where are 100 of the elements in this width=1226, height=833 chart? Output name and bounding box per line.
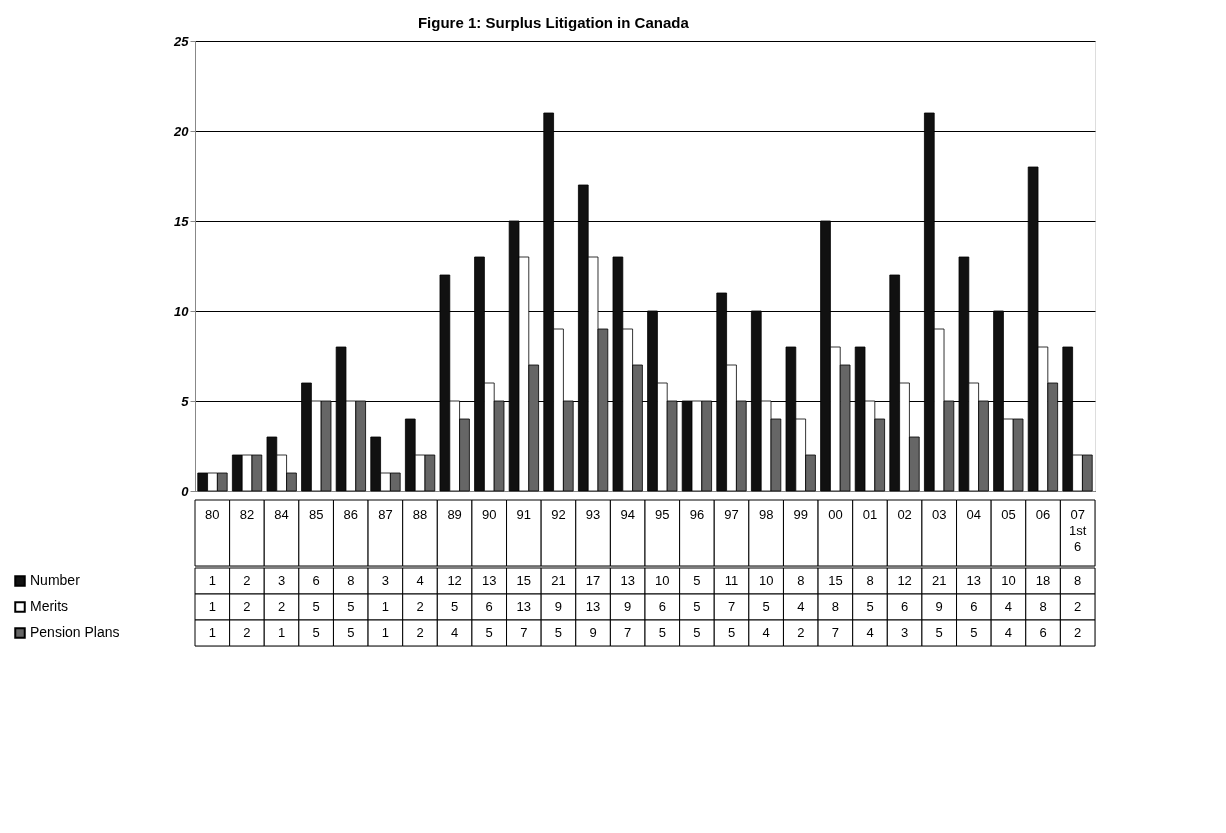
data-label: 6 (658, 599, 666, 614)
chart-title: Figure 1: Surplus Litigation in Canada (417, 13, 690, 31)
data-label: 5 (693, 625, 701, 640)
data-label: 5 (554, 625, 563, 640)
data-label: 12 (897, 573, 912, 588)
data-label: 8 (1074, 573, 1082, 588)
x-tick-label: 97 (724, 507, 739, 522)
data-label: 21 (551, 573, 566, 588)
data-label: 5 (970, 625, 978, 640)
data-label: 2 (243, 625, 251, 640)
legend-label: Merits (30, 598, 69, 614)
data-label: 9 (624, 599, 632, 614)
y-tick-label: 0 (181, 483, 190, 499)
data-label: 8 (866, 573, 874, 588)
x-tick-label: 89 (447, 507, 462, 522)
data-label: 8 (797, 573, 805, 588)
data-label: 9 (554, 599, 563, 614)
y-tick-label: 15 (174, 213, 190, 229)
data-label: 3 (277, 573, 286, 588)
data-label: 13 (620, 573, 635, 588)
data-label: 4 (451, 625, 459, 640)
data-label: 4 (866, 625, 874, 640)
legend-label: Pension Plans (30, 624, 120, 640)
x-tick-label: 04 (966, 507, 982, 522)
data-label: 7 (520, 625, 528, 640)
y-tick-label: 25 (173, 33, 190, 49)
x-tick-label: 92 (551, 507, 566, 522)
data-label: 4 (1004, 599, 1013, 614)
x-tick-label: 07 1st 6 (1069, 507, 1087, 554)
data-label: 5 (312, 625, 320, 640)
data-label: 7 (727, 599, 736, 614)
data-label: 2 (1074, 599, 1082, 614)
data-label: 5 (451, 599, 459, 614)
data-label: 5 (727, 625, 736, 640)
data-label: 6 (312, 573, 320, 588)
data-label: 10 (655, 573, 670, 588)
data-label: 1 (381, 625, 389, 640)
x-tick-label: 85 (308, 507, 324, 522)
y-tick-label: 10 (174, 303, 190, 319)
data-label: 2 (416, 625, 424, 640)
x-tick-label: 00 (828, 507, 843, 522)
data-label: 4 (416, 573, 424, 588)
x-tick-label: 84 (274, 507, 289, 522)
data-label: 5 (312, 599, 320, 614)
x-tick-label: 91 (516, 507, 532, 522)
data-label: 13 (966, 573, 982, 588)
x-tick-label: 82 (239, 507, 255, 522)
data-label: 3 (381, 573, 389, 588)
x-tick-label: 88 (412, 507, 428, 522)
data-label: 1 (277, 625, 286, 640)
data-label: 12 (447, 573, 462, 588)
data-label: 5 (693, 573, 701, 588)
data-label: 11 (724, 573, 739, 588)
data-label: 1 (208, 599, 216, 614)
x-tick-label: 86 (343, 507, 358, 522)
x-tick-label: 05 (1001, 507, 1016, 522)
data-label: 13 (516, 599, 532, 614)
data-label: 9 (589, 625, 597, 640)
x-tick-label: 06 (1035, 507, 1051, 522)
data-label: 2 (416, 599, 424, 614)
x-tick-label: 03 (932, 507, 947, 522)
data-label: 1 (208, 573, 216, 588)
data-label: 3 (901, 625, 909, 640)
data-label: 2 (1074, 625, 1082, 640)
data-label: 10 (1001, 573, 1016, 588)
data-label: 1 (208, 625, 216, 640)
data-label: 2 (243, 599, 251, 614)
x-tick-label: 93 (585, 507, 601, 522)
data-label: 5 (347, 625, 355, 640)
y-tick-label: 20 (173, 123, 190, 139)
data-label: 6 (485, 599, 493, 614)
data-label: 5 (658, 625, 666, 640)
x-tick-label: 98 (758, 507, 774, 522)
data-label: 9 (935, 599, 943, 614)
legend-label: Number (30, 572, 81, 588)
data-label: 21 (932, 573, 947, 588)
x-tick-label: 90 (482, 507, 497, 522)
data-label: 2 (243, 573, 251, 588)
x-tick-label: 95 (655, 507, 670, 522)
data-label: 8 (347, 573, 355, 588)
data-label: 5 (693, 599, 701, 614)
x-tick-label: 94 (620, 507, 635, 522)
data-label: 7 (831, 625, 839, 640)
data-label: 6 (970, 599, 978, 614)
x-tick-label: 01 (862, 507, 878, 522)
data-label: 5 (485, 625, 493, 640)
data-label: 5 (866, 599, 874, 614)
data-label: 4 (797, 599, 805, 614)
data-label: 10 (758, 573, 774, 588)
data-label: 2 (797, 625, 805, 640)
x-tick-label: 80 (205, 507, 220, 522)
data-label: 5 (347, 599, 355, 614)
data-label: 5 (935, 625, 943, 640)
data-label: 15 (516, 573, 532, 588)
x-tick-label: 99 (793, 507, 808, 522)
data-label: 13 (482, 573, 497, 588)
data-label: 8 (1039, 599, 1047, 614)
x-tick-label: 02 (897, 507, 912, 522)
data-label: 7 (624, 625, 632, 640)
data-label: 1 (381, 599, 389, 614)
